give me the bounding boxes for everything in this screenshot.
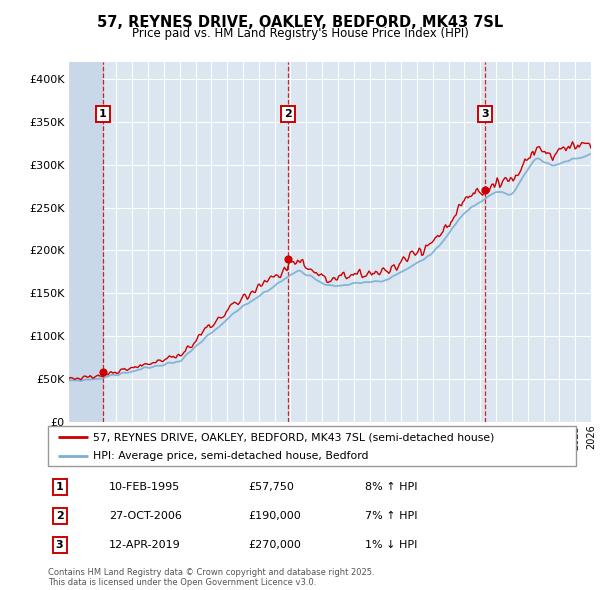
Text: 57, REYNES DRIVE, OAKLEY, BEDFORD, MK43 7SL: 57, REYNES DRIVE, OAKLEY, BEDFORD, MK43 … [97,15,503,30]
Text: 12-APR-2019: 12-APR-2019 [109,540,181,550]
Bar [69,62,103,422]
Point [480,186,490,195]
Text: HPI: Average price, semi-detached house, Bedford: HPI: Average price, semi-detached house,… [93,451,368,461]
Text: 3: 3 [56,540,64,550]
Text: £270,000: £270,000 [248,540,302,550]
FancyBboxPatch shape [48,426,576,466]
Text: 2: 2 [284,109,292,119]
Text: 10-FEB-1995: 10-FEB-1995 [109,481,180,491]
Text: 8% ↑ HPI: 8% ↑ HPI [365,481,418,491]
Text: Contains HM Land Registry data © Crown copyright and database right 2025.
This d: Contains HM Land Registry data © Crown c… [48,568,374,587]
Text: £190,000: £190,000 [248,511,301,521]
Point [283,254,293,264]
Text: Price paid vs. HM Land Registry's House Price Index (HPI): Price paid vs. HM Land Registry's House … [131,27,469,40]
Text: 7% ↑ HPI: 7% ↑ HPI [365,511,418,521]
Text: £57,750: £57,750 [248,481,295,491]
Text: 1: 1 [98,109,106,119]
Text: 1% ↓ HPI: 1% ↓ HPI [365,540,417,550]
Point [98,368,107,377]
Text: 2: 2 [56,511,64,521]
Text: 3: 3 [481,109,488,119]
Text: 57, REYNES DRIVE, OAKLEY, BEDFORD, MK43 7SL (semi-detached house): 57, REYNES DRIVE, OAKLEY, BEDFORD, MK43 … [93,432,494,442]
Text: 27-OCT-2006: 27-OCT-2006 [109,511,182,521]
Text: 1: 1 [56,481,64,491]
